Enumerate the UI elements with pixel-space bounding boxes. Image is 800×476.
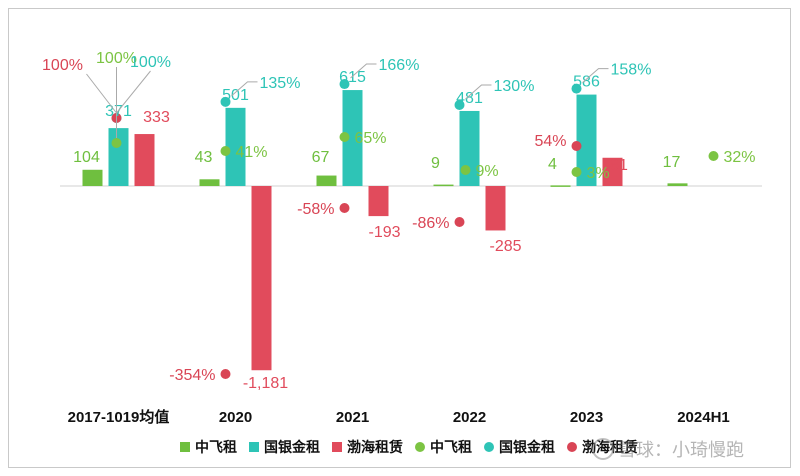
legend-bar-swatch-2: [332, 442, 342, 452]
bar-0-3: [433, 184, 454, 187]
dot-0-2: [339, 132, 350, 142]
dot-1-3: [454, 99, 465, 110]
bar-1-4: [576, 94, 597, 186]
category-label-5: 2024H1: [677, 409, 730, 426]
bar-2-0: [134, 134, 155, 186]
bar-1-2: [342, 90, 363, 186]
bar-0-1: [199, 179, 220, 186]
bar-label-2-4: 181: [601, 157, 628, 174]
legend-bar-swatch-1: [249, 442, 259, 452]
bar-label-1-0: 371: [105, 103, 132, 120]
leader-line-base-1: [116, 70, 151, 114]
category-label-1: 2020: [219, 409, 252, 426]
legend-label-0: 中飞租: [195, 439, 237, 455]
bar-0-4: [550, 185, 571, 187]
bar-2-1: [251, 186, 272, 371]
bar-0-0: [82, 169, 103, 186]
legend-label-3: 中飞租: [430, 439, 472, 455]
bar-label-0-0: 104: [73, 149, 100, 166]
legend-dot-swatch-5: [567, 442, 577, 452]
bar-0-2: [316, 175, 337, 186]
bar-label-2-0: 333: [143, 109, 170, 126]
bar-label-1-1: 501: [222, 87, 249, 104]
dot-1-4: [571, 83, 582, 94]
bar-label-0-5: 17: [663, 154, 681, 171]
pct-label-1-2: 166%: [379, 57, 420, 74]
pct-label-1-1: 135%: [260, 75, 301, 92]
bar-2-4: [602, 157, 623, 186]
bar-label-0-2: 67: [312, 149, 330, 166]
chart-frame: [8, 8, 791, 468]
leader-line-4: [582, 68, 609, 83]
leader-line-3: [465, 84, 492, 100]
watermark-logo-icon: [592, 438, 614, 460]
category-label-0: 2017-1019均值: [68, 408, 170, 426]
bar-label-1-3: 481: [456, 90, 483, 107]
pct-label-1-0: 100%: [130, 54, 171, 71]
dot-1-1: [220, 96, 231, 107]
pct-label-2-4: 54%: [534, 133, 566, 150]
bar-1-1: [225, 107, 246, 186]
bar-label-0-4: 4: [548, 156, 557, 173]
legend-label-1: 国银金租: [264, 439, 320, 455]
bar-label-2-1: -1,181: [243, 375, 288, 392]
category-label-3: 2022: [453, 409, 486, 426]
category-label-4: 2023: [570, 409, 603, 426]
leader-line-base-2: [86, 73, 117, 114]
bar-0-5: [667, 183, 688, 186]
pct-label-2-3: -86%: [412, 215, 449, 232]
bar-1-0: [108, 128, 129, 186]
category-label-2: 2021: [336, 409, 369, 426]
bar-label-0-3: 9: [431, 155, 440, 172]
dot-0-4: [571, 167, 582, 177]
leader-line-1: [231, 81, 258, 97]
bar-label-0-1: 43: [195, 149, 213, 166]
pct-label-2-1: -354%: [169, 367, 215, 384]
pct-label-1-4: 158%: [611, 62, 652, 79]
legend-dot-swatch-4: [484, 442, 494, 452]
leader-line-2: [350, 63, 377, 79]
dot-0-3: [460, 165, 471, 175]
pct-label-2-0: 100%: [42, 57, 83, 74]
bar-label-2-3: -285: [489, 238, 521, 255]
watermark: 雪球：小琦慢跑: [592, 436, 744, 462]
dot-0-1: [220, 146, 231, 156]
pct-label-0-4: 3%: [587, 165, 610, 182]
bar-2-2: [368, 186, 389, 217]
pct-label-0-3: 9%: [476, 163, 499, 180]
pct-label-1-3: 130%: [494, 78, 535, 95]
pct-label-0-5: 32%: [724, 149, 756, 166]
pct-label-0-2: 65%: [355, 130, 387, 147]
bar-label-1-4: 586: [573, 74, 600, 91]
dot-2-3: [454, 217, 465, 227]
legend-dot-swatch-3: [415, 442, 425, 452]
pct-label-2-2: -58%: [297, 201, 334, 218]
dot-0-5: [708, 151, 719, 161]
pct-label-0-1: 41%: [236, 144, 268, 161]
bar-label-2-2: -193: [368, 224, 400, 241]
bar-label-1-2: 615: [339, 69, 366, 86]
dot-2-1: [220, 369, 231, 379]
dot-2-4: [571, 141, 582, 151]
legend-bar-swatch-0: [180, 442, 190, 452]
pct-label-0-0: 100%: [96, 50, 137, 67]
legend-label-2: 渤海租赁: [347, 439, 403, 455]
legend-label-4: 国银金租: [499, 439, 555, 455]
watermark-text: 雪球：小琦慢跑: [618, 440, 744, 461]
dot-0-0: [111, 138, 122, 148]
dot-2-2: [339, 203, 350, 213]
dot-1-2: [339, 79, 350, 90]
bar-2-3: [485, 186, 506, 231]
